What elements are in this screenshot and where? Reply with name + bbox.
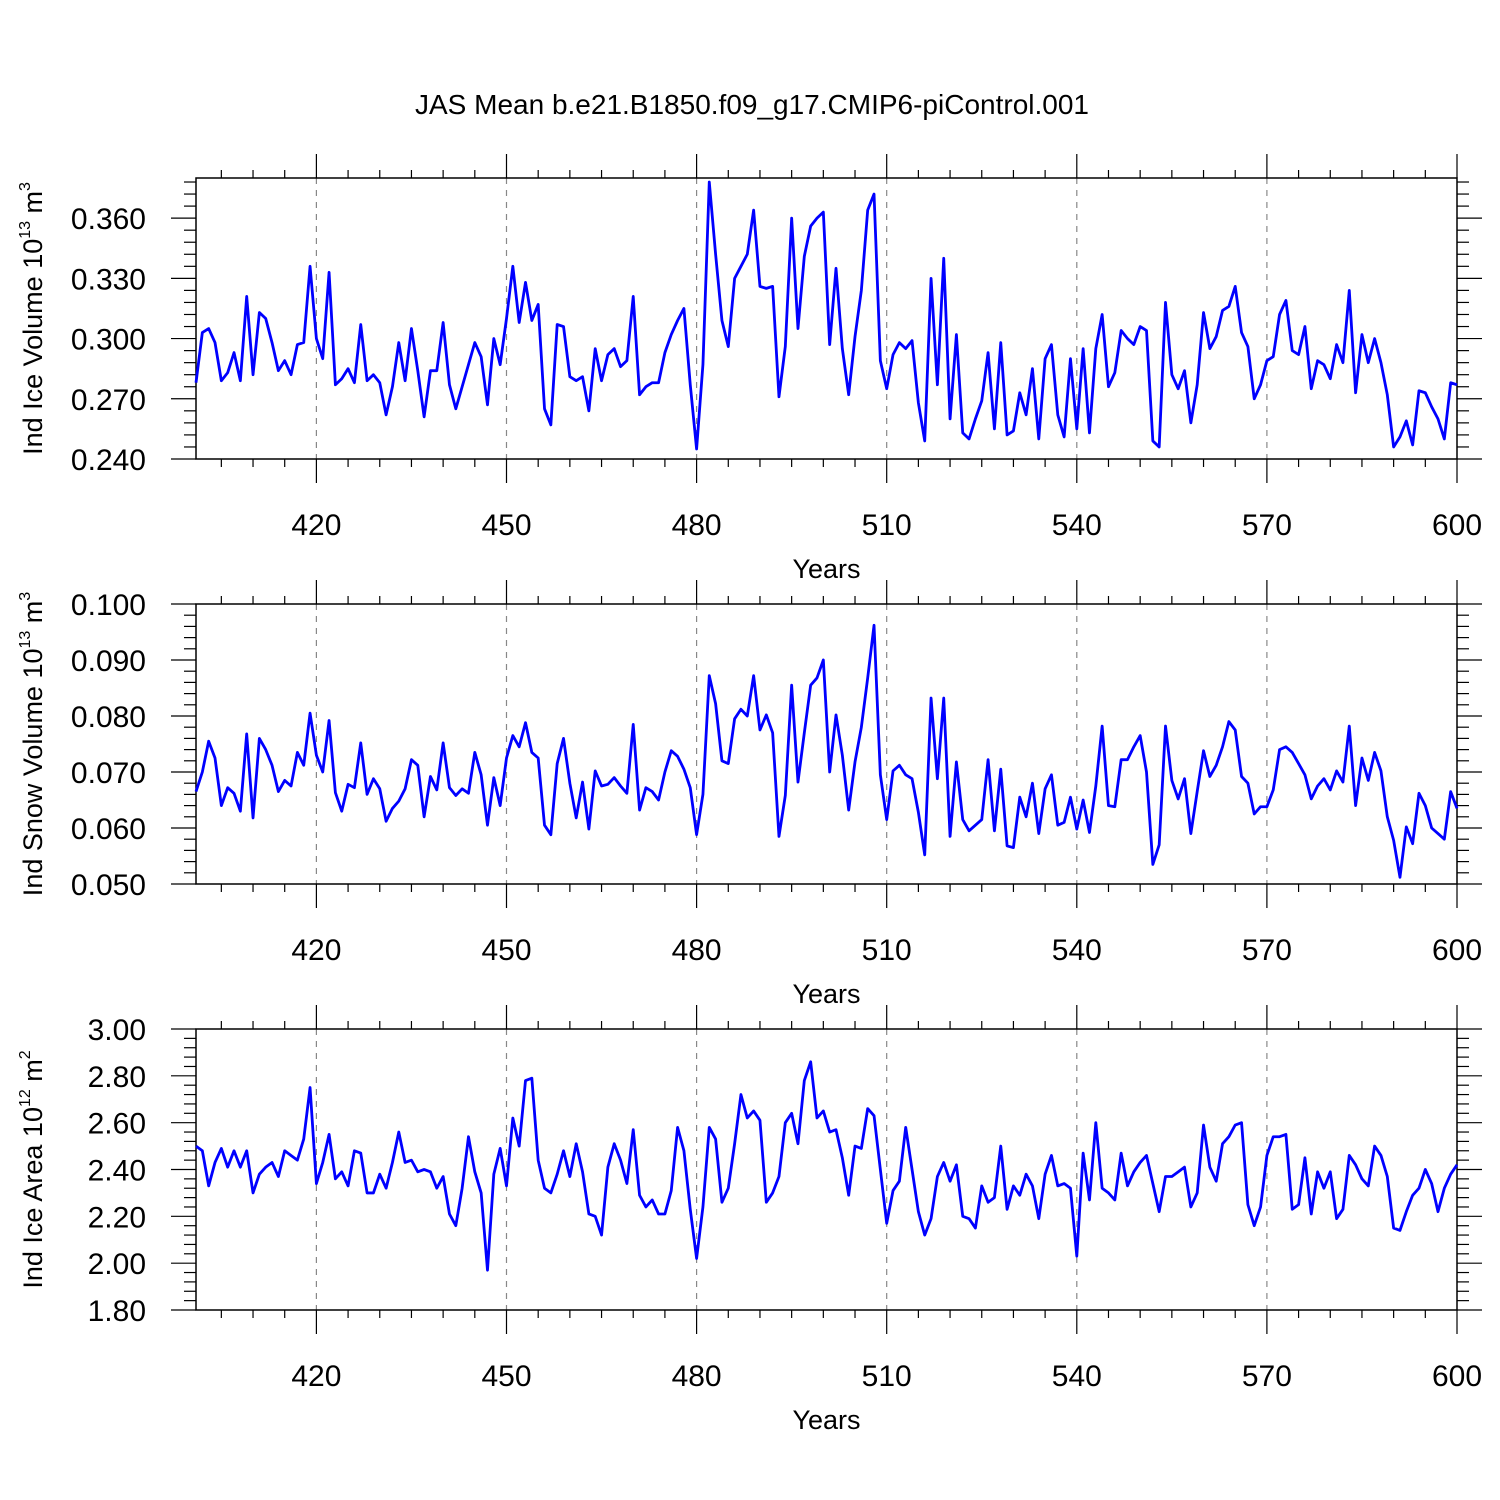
- x-tick-label: 450: [481, 509, 531, 542]
- y-tick-label: 2.00: [88, 1248, 146, 1281]
- plot-frame: [195, 177, 1458, 460]
- y-tick-label: 2.40: [88, 1155, 146, 1188]
- y-tick-label: 0.270: [71, 384, 146, 417]
- y-axis-title-exponent: 13: [17, 221, 34, 239]
- plot-frame: [195, 603, 1458, 885]
- x-tick-label: 600: [1432, 1360, 1482, 1393]
- y-axis-title-unit: m: [18, 601, 48, 631]
- chart-ice-area: 420 450 480 510 540 570 600 1.80 2.00 2.20 2.40 2.6…: [17, 1005, 1482, 1435]
- series-line-ice-area: [195, 1060, 1459, 1272]
- y-tick-label: 0.300: [71, 324, 146, 357]
- x-tick-label: 510: [862, 934, 912, 967]
- y-tick-label: 0.060: [71, 813, 146, 846]
- x-axis-title: Years: [792, 554, 860, 584]
- y-tick-label: 0.050: [71, 869, 146, 902]
- chart-panels: 420 450 480 510 540 570 600 0.240 0.270 0.300 0.33…: [17, 154, 1482, 1435]
- y-tick-label: 0.090: [71, 645, 146, 678]
- y-axis-title-unit-exponent: 3: [17, 592, 34, 601]
- x-axis-title: Years: [792, 1405, 860, 1435]
- y-tick-label: 0.330: [71, 263, 146, 296]
- x-axis-title: Years: [792, 979, 860, 1009]
- y-axis-title-exponent: 12: [17, 1089, 34, 1107]
- y-tick-label: 2.20: [88, 1201, 146, 1234]
- y-axis-title-unit: m: [18, 1059, 48, 1089]
- y-axis-title-unit: m: [18, 191, 48, 221]
- chart-ice-volume: 420 450 480 510 540 570 600 0.240 0.270 0.300 0.33…: [17, 154, 1482, 584]
- y-axis-title-main: Ind Ice Volume 10: [18, 239, 48, 455]
- y-axis-title-unit-exponent: 3: [17, 182, 34, 191]
- x-tick-label: 480: [672, 509, 722, 542]
- x-tick-label: 480: [672, 934, 722, 967]
- figure-title: JAS Mean b.e21.B1850.f09_g17.CMIP6-piCon…: [415, 89, 1089, 120]
- plot-frame: [195, 1028, 1458, 1311]
- x-tick-label: 510: [862, 1360, 912, 1393]
- x-tick-label: 540: [1052, 509, 1102, 542]
- y-tick-label: 0.360: [71, 203, 146, 236]
- x-tick-label: 450: [481, 934, 531, 967]
- x-tick-label: 420: [291, 1360, 341, 1393]
- x-tick-label: 540: [1052, 1360, 1102, 1393]
- y-axis-title: Ind Ice Volume 1013 m3: [17, 182, 48, 455]
- y-tick-label: 0.240: [71, 444, 146, 477]
- y-tick-label: 0.070: [71, 757, 146, 790]
- y-axis-title-exponent: 13: [17, 631, 34, 649]
- y-tick-label: 0.100: [71, 589, 146, 622]
- y-axis-title: Ind Ice Area 1012 m2: [17, 1050, 48, 1288]
- x-tick-label: 420: [291, 934, 341, 967]
- y-tick-label: 1.80: [88, 1295, 146, 1328]
- x-tick-label: 570: [1242, 1360, 1292, 1393]
- x-tick-label: 450: [481, 1360, 531, 1393]
- y-axis-title: Ind Snow Volume 1013 m3: [17, 592, 48, 896]
- y-tick-label: 2.60: [88, 1108, 146, 1141]
- y-tick-label: 2.80: [88, 1061, 146, 1094]
- series-line-snow-volume: [194, 623, 1459, 879]
- x-tick-label: 420: [291, 509, 341, 542]
- y-axis-title-unit-exponent: 2: [17, 1050, 34, 1059]
- x-tick-label: 570: [1242, 509, 1292, 542]
- y-axis-title-main: Ind Snow Volume 10: [18, 649, 48, 897]
- chart-snow-volume: 420 450 480 510 540 570 600 0.050 0.060 0.070 0.08…: [17, 580, 1482, 1009]
- x-tick-label: 600: [1432, 509, 1482, 542]
- x-tick-label: 540: [1052, 934, 1102, 967]
- series-line-ice-volume: [194, 180, 1458, 451]
- x-tick-label: 510: [862, 509, 912, 542]
- x-tick-label: 600: [1432, 934, 1482, 967]
- y-axis-title-main: Ind Ice Area 10: [18, 1107, 48, 1289]
- y-tick-label: 3.00: [88, 1014, 146, 1047]
- y-tick-label: 0.080: [71, 701, 146, 734]
- x-tick-label: 480: [672, 1360, 722, 1393]
- x-tick-label: 570: [1242, 934, 1292, 967]
